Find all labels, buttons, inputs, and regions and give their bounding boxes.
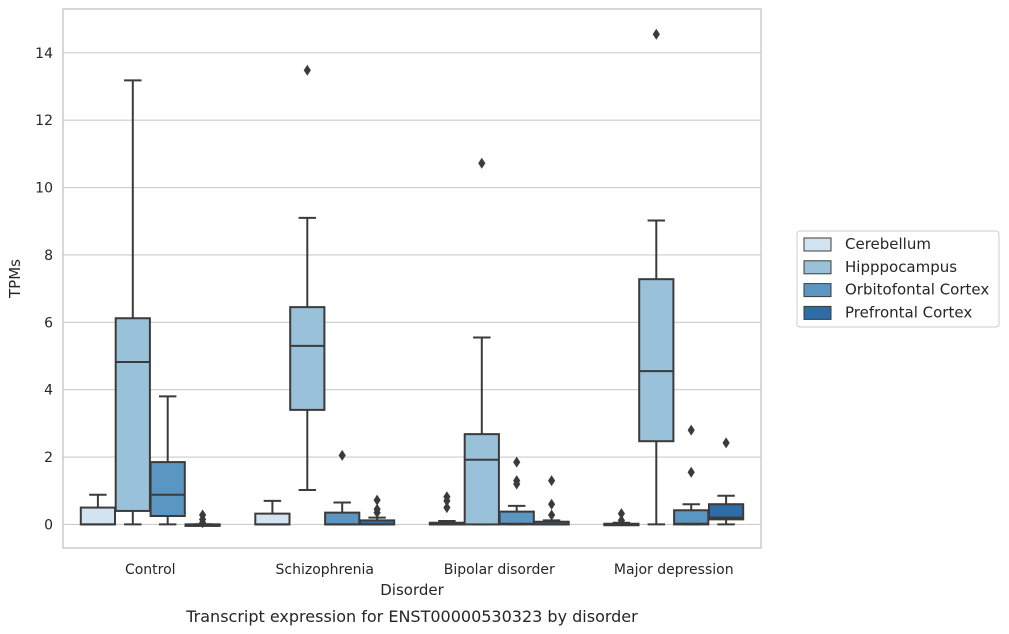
x-tick-label: Major depression (614, 562, 734, 578)
outlier-point (513, 456, 521, 468)
box-prefrontal-cortex-bipolar-disorder (533, 475, 570, 526)
y-tick-label: 10 (35, 181, 53, 197)
legend-label: Hipppocampus (845, 258, 957, 276)
legend: Cerebellum Hipppocampus Orbitofontal Corte… (796, 230, 1000, 328)
outlier-point (617, 514, 625, 526)
box-cerebellum-control (79, 493, 117, 526)
legend-label: Prefrontal Cortex (845, 303, 972, 321)
box-orbitofontal-cortex-schizophrenia (324, 449, 361, 526)
outlier-point (199, 509, 207, 521)
box-orbitofontal-cortex-bipolar-disorder (498, 456, 535, 526)
outlier-point (687, 466, 695, 478)
box-hipppocampus-schizophrenia (289, 64, 326, 492)
legend-label: Cerebellum (845, 235, 931, 253)
outlier-point (548, 475, 556, 487)
box-cerebellum-bipolar-disorder (428, 491, 466, 526)
outlier-point (652, 28, 660, 40)
box-prefrontal-cortex-major-depression (707, 437, 745, 526)
x-tick-label: Schizophrenia (276, 562, 374, 578)
legend-swatch (803, 237, 832, 252)
y-tick-label: 6 (44, 315, 53, 331)
box-iqr (289, 306, 326, 411)
outlier-point (443, 502, 451, 514)
legend-frame (796, 230, 1000, 328)
legend-swatch (803, 305, 832, 320)
x-tick-label: Bipolar disorder (444, 562, 555, 578)
y-tick-label: 12 (35, 113, 53, 129)
y-tick-label: 0 (44, 517, 53, 533)
box-iqr (463, 433, 500, 526)
outlier-point (303, 64, 311, 76)
y-tick-label: 8 (44, 248, 53, 264)
box-iqr (114, 317, 151, 512)
outlier-point (548, 509, 556, 521)
box-iqr (673, 509, 710, 526)
outlier-point (443, 491, 451, 503)
y-tick-label: 2 (44, 450, 53, 466)
outlier-point (617, 508, 625, 520)
box-iqr (324, 511, 361, 526)
y-tick-label: 4 (44, 383, 53, 399)
y-tick-label: 14 (35, 46, 53, 62)
outlier-point (548, 498, 556, 510)
grid-lines (63, 52, 761, 526)
outlier-point (373, 494, 381, 506)
y-tick-labels: 0 2 4 6 8 10 12 14 (35, 46, 53, 534)
figure-caption: Transcript expression for ENST0000053032… (185, 607, 638, 626)
x-tick-label: Control (125, 562, 176, 578)
box-prefrontal-cortex-schizophrenia (358, 494, 396, 526)
box-hipppocampus-bipolar-disorder (463, 157, 500, 526)
box-cerebellum-major-depression (603, 508, 640, 527)
legend-swatch (803, 260, 832, 275)
x-tick-labels: Control Schizophrenia Bipolar disorder Majo… (125, 562, 734, 578)
outlier-point (338, 449, 346, 461)
box-hipppocampus-major-depression (638, 28, 675, 526)
outlier-point (687, 424, 695, 436)
plot-frame (62, 8, 762, 549)
box-prefrontal-cortex-control (184, 509, 221, 529)
box-orbitofontal-cortex-control (149, 395, 186, 526)
box-iqr (254, 512, 291, 526)
outlier-point (513, 475, 521, 487)
box-iqr (498, 510, 535, 526)
box-iqr (638, 278, 675, 443)
box-plots (79, 28, 745, 529)
y-axis-label: TPMs (6, 259, 24, 299)
box-iqr (149, 461, 186, 517)
legend-swatch (803, 283, 832, 298)
outlier-point (478, 157, 486, 169)
box-iqr (79, 506, 117, 526)
x-axis-label: Disorder (380, 581, 444, 599)
box-orbitofontal-cortex-major-depression (673, 424, 710, 526)
legend-label: Orbitofontal Cortex (845, 281, 989, 299)
box-iqr (707, 503, 745, 521)
outlier-point (722, 437, 730, 449)
box-cerebellum-schizophrenia (254, 499, 291, 526)
outlier-point (373, 503, 381, 515)
box-hipppocampus-control (114, 79, 151, 526)
